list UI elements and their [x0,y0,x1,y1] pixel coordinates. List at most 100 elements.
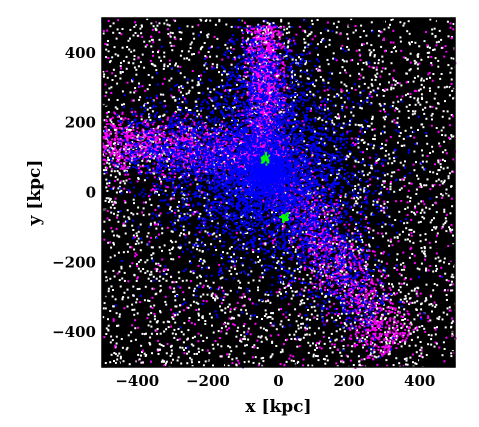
particle-point [440,166,442,169]
particle-point [130,110,133,113]
particle-point [211,65,214,68]
particle-point [201,262,204,265]
particle-point [205,67,208,70]
particle-point [348,123,351,126]
particle-point [311,269,314,272]
particle-point [413,136,416,139]
particle-point [136,212,139,215]
particle-point [320,41,323,43]
particle-point [117,157,120,160]
particle-point [450,135,453,138]
particle-point [158,193,160,196]
particle-point [157,163,159,166]
particle-point [371,115,374,118]
particle-point [316,199,319,202]
particle-point [380,260,383,263]
particle-point [161,151,164,154]
particle-point [107,318,109,321]
particle-point [213,150,216,153]
particle-point [205,116,208,119]
particle-point [424,330,427,333]
particle-point [225,332,228,335]
particle-point [175,136,177,139]
particle-point [435,127,438,129]
particle-point [429,188,432,191]
particle-point [122,296,125,299]
particle-point [161,227,164,230]
particle-point [111,339,114,342]
particle-point [451,332,454,335]
particle-point [417,287,420,290]
particle-point [238,286,240,289]
particle-point [313,274,315,277]
particle-point [304,46,306,49]
particle-point [235,272,238,275]
particle-point [158,141,161,144]
particle-point [114,352,117,355]
particle-point [420,316,422,319]
particle-point [179,247,181,250]
particle-point [380,45,383,48]
particle-point [449,309,452,312]
particle-point [180,330,183,333]
particle-point [448,226,451,229]
particle-point [170,258,173,261]
particle-point [171,133,174,136]
particle-point [279,351,282,354]
particle-point [299,75,302,78]
particle-point [415,351,418,354]
particle-point [116,324,118,327]
particle-point [452,97,454,100]
particle-point [173,287,176,290]
particle-point [262,20,265,23]
particle-point [436,234,438,237]
particle-point [176,146,179,149]
particle-point [414,213,417,216]
particle-point [163,330,166,333]
particle-point [216,297,219,300]
particle-point [147,277,150,280]
particle-point [295,80,298,82]
particle-point [201,45,204,48]
particle-point [103,162,106,165]
particle-point [294,277,297,280]
particle-point [135,130,138,133]
particle-point [409,68,412,71]
particle-point [269,356,272,359]
particle-point [269,316,272,318]
particle-point [112,289,114,291]
particle-point [380,209,383,212]
particle-point [155,227,158,230]
particle-point [363,271,366,274]
particle-point [102,32,105,35]
particle-point [435,267,438,270]
particle-point [360,238,363,241]
particle-point [231,119,233,122]
particle-point [358,360,361,363]
particle-point [440,38,443,41]
particle-point [354,137,357,140]
particle-point [193,290,195,293]
particle-point [301,299,304,302]
particle-point [181,101,184,104]
particle-point [437,130,440,133]
particle-point [136,288,139,290]
particle-point [335,31,338,34]
particle-point [385,149,388,152]
particle-point [360,107,363,110]
particle-point [231,362,234,365]
particle-point [450,114,453,116]
particle-point [196,244,199,247]
particle-point [150,270,153,273]
particle-point [443,261,445,264]
particle-point [335,330,338,333]
particle-point [195,142,198,145]
particle-point [111,203,114,206]
particle-point [131,308,134,311]
particle-point [388,73,391,76]
particle-point [118,185,121,188]
particle-point [409,52,412,55]
particle-point [375,66,378,69]
particle-point [277,74,280,77]
particle-point [395,107,398,110]
